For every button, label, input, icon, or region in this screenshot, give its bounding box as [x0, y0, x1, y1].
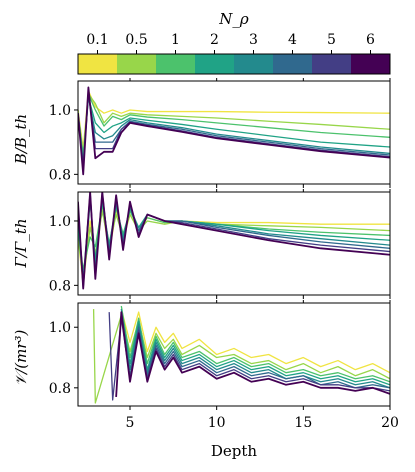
colorbar-frame: [77, 53, 391, 75]
panel-1-lines: [78, 192, 390, 290]
colorbar-swatch-3: [195, 54, 235, 74]
x-axis-label: Depth: [211, 442, 258, 460]
colorbar-swatch-2: [156, 54, 196, 74]
panel-2-series-2: [120, 305, 390, 383]
colorbar-swatch-5: [273, 54, 313, 74]
panel-2-ytick-label-0: 0.8: [49, 381, 71, 397]
panel-2-ylabel: 𝒱/(mr³): [12, 330, 30, 387]
panel-1-ytick-label-0: 0.8: [49, 278, 71, 294]
panel-1-frame: [77, 191, 391, 296]
panel-0-series-2: [78, 93, 390, 156]
panel-1-ylabel: Γ/Γ_th: [12, 218, 30, 268]
colorbar-label: N_ρ: [218, 10, 249, 28]
panel-0-lines: [78, 86, 390, 176]
panel-2-series-7: [115, 311, 390, 397]
panel-2-series-0: [120, 308, 390, 374]
colorbar: N_ρ 0.1 0.5 1 2 3 4 5 6: [77, 10, 391, 75]
panel-2-series-5: [120, 315, 390, 389]
colorbar-swatch-4: [234, 54, 274, 74]
x-axis-ticks: 5 10 15 20: [126, 415, 399, 431]
panel-1-series-1: [78, 210, 390, 280]
panel-2-series-3: [120, 311, 390, 386]
colorbar-swatch-7: [351, 54, 391, 74]
x-tick-label-0: 5: [126, 415, 135, 431]
panel-0-ylabel: B/B_th: [12, 114, 30, 165]
x-tick-label-1: 10: [208, 415, 226, 431]
panel-2-ytick-label-1: 1.0: [49, 320, 71, 336]
x-tick-label-2: 15: [294, 415, 312, 431]
panel-2-frame: [77, 302, 391, 407]
panel-2-series-4: [120, 308, 390, 389]
panel-1-ytick-label-1: 1.0: [49, 214, 71, 230]
colorbar-swatches: [78, 54, 391, 74]
colorbar-tick-label-4: 3: [249, 32, 258, 48]
panel-0-series-7: [78, 86, 390, 176]
colorbar-ticks: 0.1 0.5 1 2 3 4 5 6: [86, 32, 375, 54]
panel-volume: 𝒱/(mr³) 0.8 1.0: [12, 300, 391, 410]
colorbar-tick-label-6: 5: [327, 32, 336, 48]
colorbar-swatch-6: [312, 54, 352, 74]
panel-2-lines: [92, 305, 390, 404]
colorbar-tick-label-1: 0.5: [125, 32, 147, 48]
colorbar-tick-label-5: 4: [288, 32, 297, 48]
panel-magnetic-field: B/B_th 0.8 1.0: [12, 78, 391, 188]
panel-1-series-7: [78, 192, 390, 290]
panel-0-frame: [77, 80, 391, 185]
colorbar-swatch-0: [78, 54, 118, 74]
colorbar-tick-label-2: 1: [171, 32, 180, 48]
panel-0-ytick-label-0: 0.8: [49, 167, 71, 183]
colorbar-swatch-1: [117, 54, 157, 74]
colorbar-tick-label-3: 2: [210, 32, 219, 48]
panel-0-ytick-label-1: 1.0: [49, 103, 71, 119]
panel-gamma: Γ/Γ_th 0.8 1.0: [12, 189, 391, 299]
colorbar-tick-label-7: 6: [366, 32, 375, 48]
x-tick-label-3: 20: [381, 415, 399, 431]
colorbar-tick-label-0: 0.1: [86, 32, 108, 48]
